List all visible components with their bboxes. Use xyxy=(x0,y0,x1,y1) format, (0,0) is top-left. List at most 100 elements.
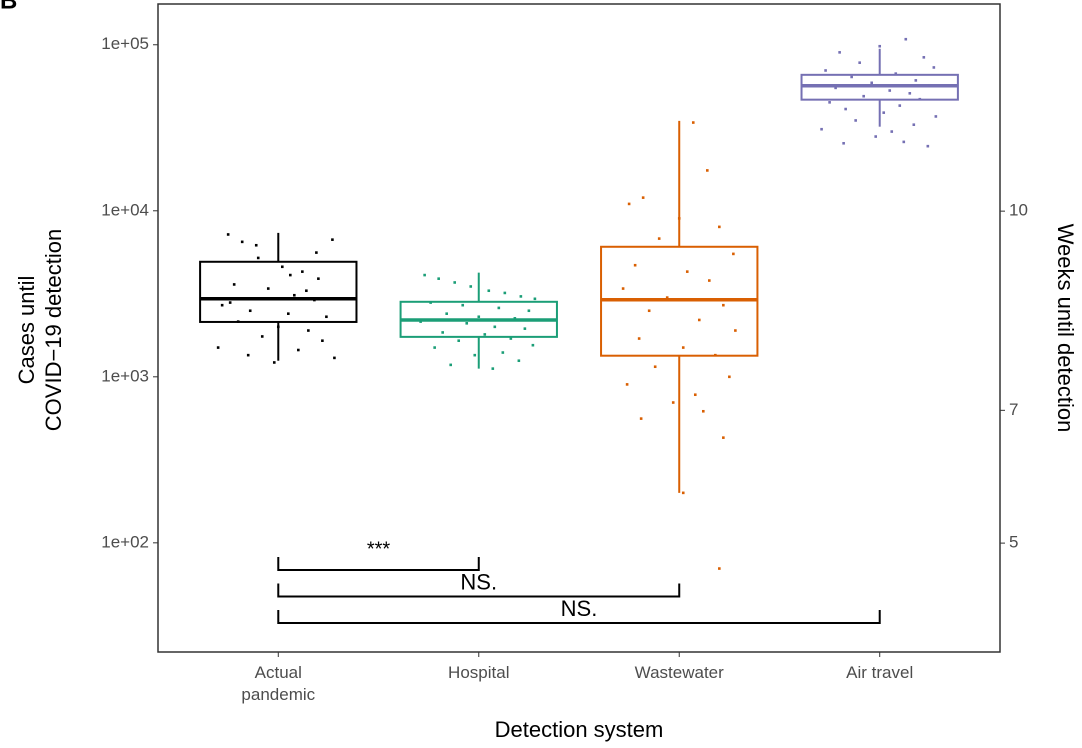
point xyxy=(256,256,260,260)
point xyxy=(862,94,865,98)
point xyxy=(483,333,487,336)
point xyxy=(820,127,823,131)
point xyxy=(240,240,244,244)
point xyxy=(465,322,469,325)
point xyxy=(441,331,444,334)
point xyxy=(894,72,898,75)
point xyxy=(254,243,258,247)
point xyxy=(307,329,310,332)
point xyxy=(325,315,328,319)
point xyxy=(625,383,629,386)
point xyxy=(653,365,657,369)
point xyxy=(220,303,224,307)
point xyxy=(293,293,296,297)
point xyxy=(280,265,284,269)
significance-label: *** xyxy=(367,538,391,560)
point xyxy=(838,51,841,54)
significance-bracket xyxy=(277,610,881,624)
point xyxy=(706,169,709,172)
point xyxy=(842,141,845,145)
point xyxy=(497,306,501,310)
point xyxy=(321,339,324,342)
point xyxy=(722,303,725,307)
point xyxy=(850,75,853,79)
point xyxy=(437,277,440,280)
point xyxy=(902,140,906,144)
y-tick-label: 1e+03 xyxy=(101,366,149,385)
point xyxy=(228,301,232,304)
point xyxy=(878,44,882,48)
x-tick-label: Hospital xyxy=(448,663,509,682)
point xyxy=(333,356,336,360)
point xyxy=(287,312,290,315)
point xyxy=(519,295,523,298)
point xyxy=(714,353,717,357)
point xyxy=(874,135,878,138)
point xyxy=(315,251,318,254)
point xyxy=(260,335,264,338)
point xyxy=(509,337,513,340)
point xyxy=(469,285,473,288)
point xyxy=(639,417,643,420)
point xyxy=(501,351,505,354)
point xyxy=(317,277,320,280)
point xyxy=(882,111,886,114)
point xyxy=(449,363,452,367)
x-tick-label: Actual pandemic xyxy=(241,663,315,704)
point xyxy=(681,491,685,495)
panel-border xyxy=(157,3,1001,653)
point xyxy=(657,237,661,240)
point xyxy=(503,291,507,295)
point xyxy=(898,104,902,107)
point xyxy=(272,361,276,364)
y2-tick-label: 7 xyxy=(1009,400,1018,419)
y-tick-label: 1e+04 xyxy=(101,200,149,219)
point xyxy=(708,279,711,282)
point xyxy=(477,315,481,319)
y2-tick-label: 5 xyxy=(1009,533,1018,552)
point xyxy=(728,375,731,379)
point xyxy=(297,348,300,352)
point xyxy=(423,273,426,277)
point xyxy=(671,401,675,404)
point xyxy=(691,121,695,124)
point xyxy=(276,325,280,329)
point xyxy=(834,86,837,90)
point xyxy=(932,66,936,69)
point xyxy=(641,196,645,199)
point xyxy=(928,83,932,87)
point xyxy=(457,339,461,342)
point xyxy=(918,97,922,101)
significance-bracket xyxy=(277,583,681,598)
point xyxy=(491,367,495,370)
y2-tick-label: 10 xyxy=(1009,201,1028,220)
point xyxy=(685,270,689,273)
point xyxy=(914,79,918,82)
point xyxy=(445,312,448,315)
point xyxy=(289,273,292,277)
x-axis-title: Detection system xyxy=(495,717,664,742)
point xyxy=(647,309,651,313)
y-tick-label: 1e+05 xyxy=(101,34,149,53)
point xyxy=(301,270,304,273)
point xyxy=(718,225,721,229)
point xyxy=(637,337,641,340)
significance-label: NS. xyxy=(460,569,497,594)
point xyxy=(858,61,861,64)
point xyxy=(824,69,827,72)
point xyxy=(677,217,681,220)
point xyxy=(533,297,537,301)
point xyxy=(429,301,432,304)
point xyxy=(493,325,497,329)
point xyxy=(890,130,894,133)
x-tick-label: Wastewater xyxy=(635,663,724,682)
panel-label: B xyxy=(0,0,17,14)
point xyxy=(473,353,477,357)
point xyxy=(621,287,625,290)
significance-label: NS. xyxy=(561,596,598,621)
point xyxy=(517,359,521,363)
point xyxy=(718,567,721,570)
point xyxy=(732,252,735,256)
point xyxy=(453,281,457,284)
